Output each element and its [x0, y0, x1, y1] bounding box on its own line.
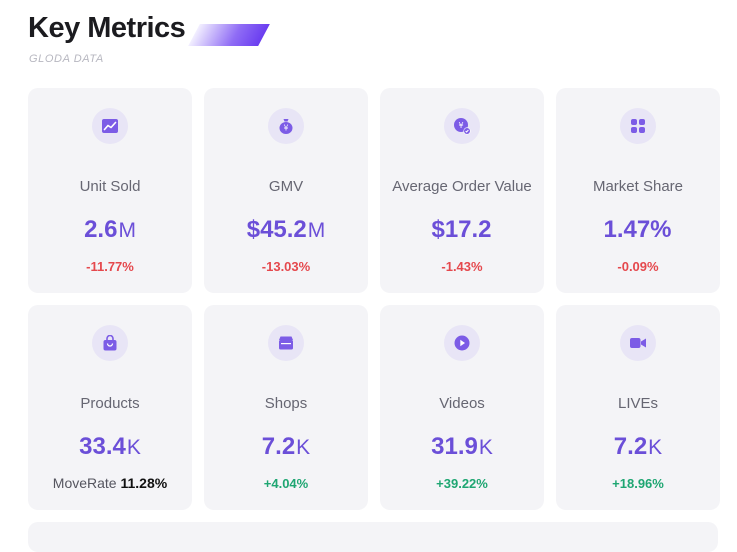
metric-card-average-order-value: ¥ Average Order Value $17.2 -1.43% — [380, 88, 544, 293]
shop-icon — [268, 325, 304, 361]
next-section-panel — [28, 522, 718, 552]
metric-change: +39.22% — [436, 476, 488, 491]
metric-value: $45.2M — [246, 216, 326, 243]
shopping-bag-icon — [92, 325, 128, 361]
metric-value: 7.2K — [613, 433, 663, 460]
metric-label: Products — [80, 394, 140, 412]
section-header: Key Metrics GLODA DATA — [28, 12, 328, 68]
coin-check-icon: ¥ — [444, 108, 480, 144]
svg-text:¥: ¥ — [458, 121, 463, 130]
metric-change: +18.96% — [612, 476, 664, 491]
metric-label: Average Order Value — [392, 177, 532, 195]
video-camera-icon — [620, 325, 656, 361]
metric-value: 2.6M — [84, 216, 136, 243]
moverate-stat: MoveRate 11.28% — [52, 475, 168, 491]
metric-card-lives: LIVEs 7.2K +18.96% — [556, 305, 720, 510]
metric-card-unit-sold: Unit Sold 2.6M -11.77% — [28, 88, 192, 293]
grid-icon — [620, 108, 656, 144]
page-title: Key Metrics — [28, 12, 186, 44]
metric-label: LIVEs — [617, 394, 659, 412]
title-accent-decoration — [188, 24, 270, 46]
metric-label: GMV — [268, 177, 304, 195]
page-subtitle: GLODA DATA — [29, 53, 104, 65]
metric-label: Market Share — [592, 177, 684, 195]
metrics-grid: Unit Sold 2.6M -11.77% ¥ GMV $45.2M -13.… — [28, 88, 720, 510]
metric-value: 1.47% — [603, 216, 672, 243]
metric-card-market-share: Market Share 1.47% -0.09% — [556, 88, 720, 293]
money-bag-icon: ¥ — [268, 108, 304, 144]
chart-trend-icon — [92, 108, 128, 144]
metric-label: Videos — [439, 394, 485, 412]
svg-text:¥: ¥ — [284, 124, 289, 133]
metric-change: +4.04% — [263, 476, 309, 491]
play-icon — [444, 325, 480, 361]
metric-change: -1.43% — [441, 259, 483, 274]
metric-value: 33.4K — [79, 433, 141, 460]
metric-change: -13.03% — [261, 259, 311, 274]
metric-card-shops: Shops 7.2K +4.04% — [204, 305, 368, 510]
metric-label: Unit Sold — [79, 177, 141, 195]
metric-card-videos: Videos 31.9K +39.22% — [380, 305, 544, 510]
metric-card-gmv: ¥ GMV $45.2M -13.03% — [204, 88, 368, 293]
metric-label: Shops — [264, 394, 308, 412]
metric-card-products: Products 33.4K MoveRate 11.28% — [28, 305, 192, 510]
metric-change: -0.09% — [617, 259, 659, 274]
metric-value: 31.9K — [431, 433, 493, 460]
metric-value: $17.2 — [431, 216, 492, 243]
metric-value: 7.2K — [261, 433, 311, 460]
metric-change: -11.77% — [86, 259, 134, 274]
